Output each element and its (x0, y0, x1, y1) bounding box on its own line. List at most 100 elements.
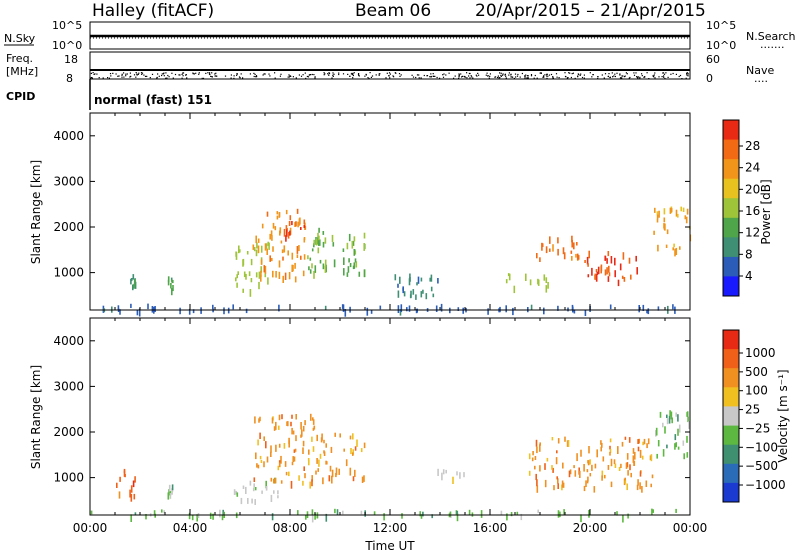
data-cell (309, 257, 312, 261)
data-cell (587, 274, 590, 278)
data-cell (276, 211, 279, 215)
nave-dot (394, 72, 396, 74)
data-cell (570, 250, 573, 254)
nave-dot (653, 74, 655, 76)
nave-dot (165, 72, 167, 74)
data-cell (682, 440, 685, 446)
nave-dot (641, 73, 643, 75)
nave-dot (91, 77, 93, 79)
velocity-colorbar-label: Velocity [m s⁻¹] (776, 369, 790, 462)
data-cell (272, 246, 274, 252)
data-cell (608, 265, 610, 273)
data-cell (267, 277, 269, 285)
nave-dot (94, 73, 96, 75)
data-cell (153, 510, 156, 515)
data-cell (555, 457, 558, 465)
nave-dot (357, 73, 360, 75)
nave-dot (466, 77, 468, 79)
nave-dot (621, 77, 623, 79)
data-cell (304, 473, 306, 479)
nave-dot (527, 75, 529, 77)
freq-tick-top: 18 (64, 53, 78, 66)
nave-dot (389, 73, 391, 75)
data-cell (232, 304, 234, 310)
data-cell (192, 309, 195, 314)
data-cell (684, 215, 687, 220)
x-tick-label: 08:00 (273, 521, 308, 535)
nave-dot (442, 74, 444, 76)
data-cell (289, 215, 292, 221)
data-cell (525, 273, 527, 281)
data-cell (609, 448, 612, 453)
data-cell (528, 470, 531, 476)
nave-dot (368, 77, 370, 80)
nave-dot (240, 73, 242, 75)
nave-dot (432, 73, 434, 75)
data-cell (562, 482, 565, 488)
nave-dot (540, 72, 542, 74)
nave-dot (215, 72, 217, 74)
freq-tick-bottom: 8 (66, 72, 73, 85)
nave-dot (214, 75, 216, 77)
data-cell (596, 449, 598, 458)
data-cell (133, 283, 135, 289)
data-cell (336, 509, 339, 515)
data-cell (263, 265, 266, 273)
data-cell (379, 305, 382, 310)
data-cell (236, 274, 238, 279)
nave-dot (644, 76, 646, 78)
nave-dot (685, 77, 687, 79)
data-cell (401, 513, 403, 519)
nave-dot (546, 73, 548, 75)
data-cell (349, 435, 352, 440)
nave-dot (182, 72, 184, 74)
data-cell (677, 428, 679, 436)
data-cell (662, 449, 665, 457)
nave-dot (400, 74, 402, 76)
data-cell (254, 499, 256, 505)
data-cell (138, 308, 141, 317)
data-cell (547, 282, 549, 289)
nave-dot (603, 77, 605, 79)
data-cell (686, 411, 689, 417)
data-cell (674, 443, 676, 450)
nave-dot (539, 72, 541, 74)
nsky-label: N.Sky (4, 32, 36, 45)
data-cell (333, 259, 336, 268)
data-cell (685, 216, 688, 224)
nave-dot (210, 75, 212, 77)
data-cell (134, 476, 136, 483)
nave-dot (555, 73, 558, 75)
data-cell (668, 415, 671, 424)
data-cell (409, 294, 412, 299)
nave-dot (352, 77, 354, 79)
nave-dot (625, 72, 627, 74)
nave-dot (662, 72, 664, 74)
nave-dots-label: .... (754, 72, 768, 85)
data-cell (312, 446, 315, 452)
nave-dot (202, 77, 205, 79)
nave-dot (462, 75, 464, 77)
data-cell (610, 481, 613, 488)
nave-dot (530, 74, 533, 76)
data-cell (549, 236, 551, 244)
data-cell (334, 508, 336, 514)
data-cell (638, 438, 640, 444)
data-cell (163, 510, 165, 514)
nave-dot (636, 76, 638, 78)
nave-dot (165, 77, 167, 79)
nave-dot (323, 74, 325, 76)
nave-label: Nave (746, 64, 774, 77)
data-cell (242, 485, 245, 489)
data-cell (276, 215, 279, 220)
nave-dot (367, 77, 369, 79)
nave-dot (504, 73, 506, 75)
data-cell (260, 266, 262, 273)
data-cell (397, 283, 399, 288)
nave-dot (263, 73, 265, 75)
nave-dot (230, 74, 232, 76)
data-cell (619, 263, 622, 271)
data-cell (260, 259, 263, 265)
nave-dot (643, 76, 645, 78)
nave-dot (423, 74, 425, 77)
